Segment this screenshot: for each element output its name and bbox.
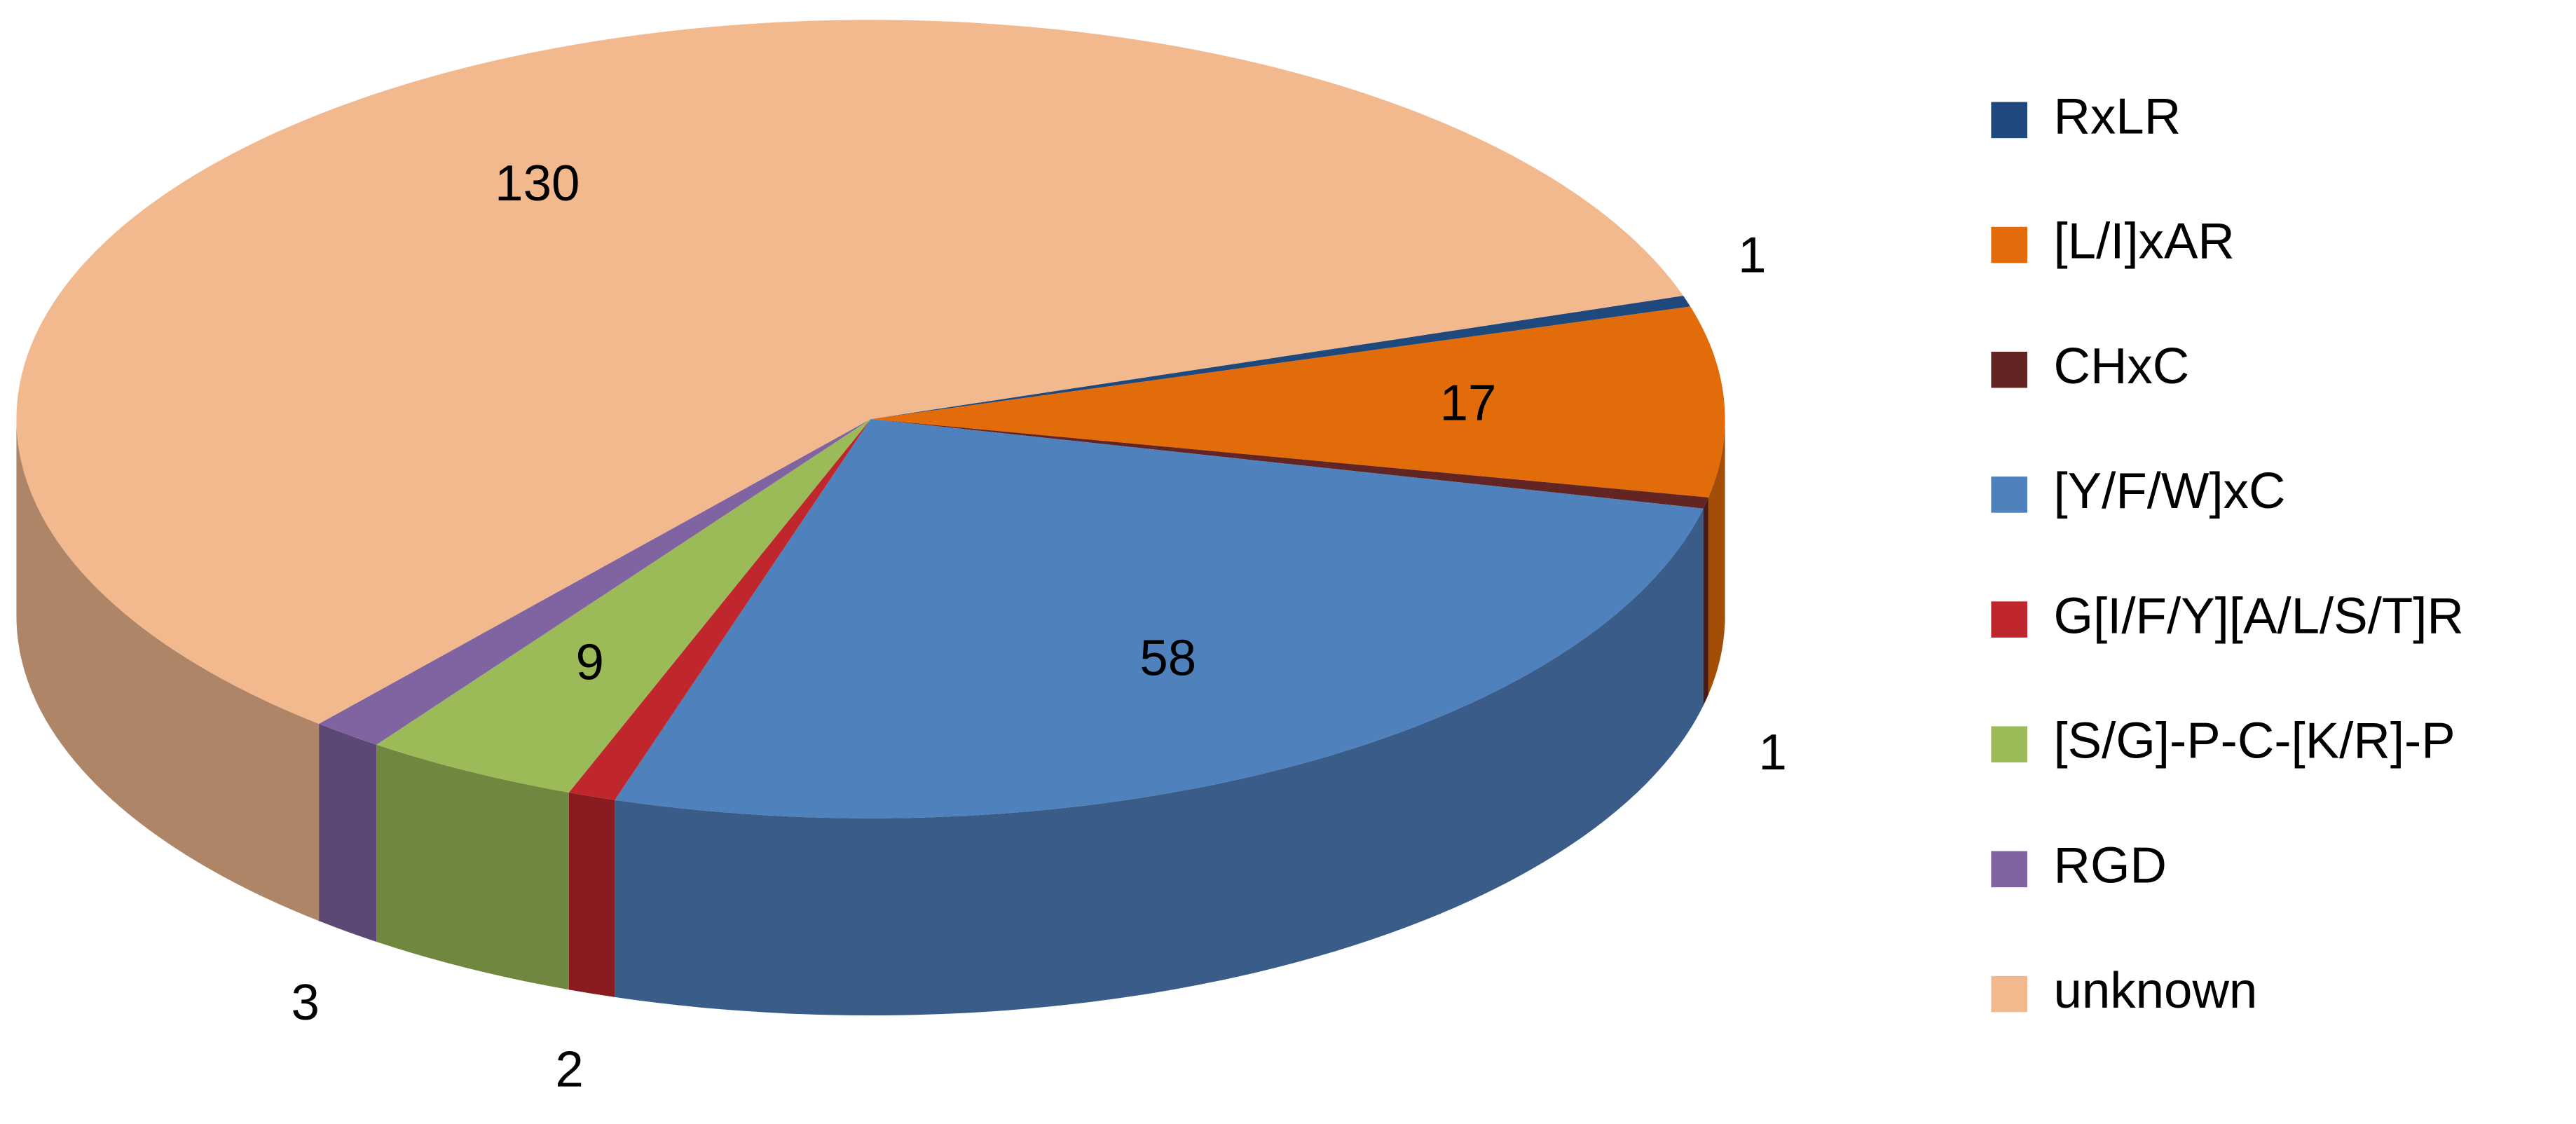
legend-swatch xyxy=(1991,102,2027,139)
legend-label: G[I/F/Y][A/L/S/T]R xyxy=(2053,587,2463,644)
slice xyxy=(568,419,871,800)
legend-swatch xyxy=(1991,477,2027,513)
data-label: 2 xyxy=(555,1041,583,1097)
slice xyxy=(870,295,1691,420)
legend-swatch xyxy=(1991,226,2027,263)
data-labels: 1 17 1 58 2 9 3 130 xyxy=(292,155,1787,1097)
legend-swatch xyxy=(1991,726,2027,763)
slice-side xyxy=(376,744,569,990)
legend-swatch xyxy=(1991,975,2027,1013)
slice-side xyxy=(1708,419,1725,695)
legend-label: [S/G]-P-C-[K/R]-P xyxy=(2053,712,2455,769)
slice xyxy=(376,419,871,793)
legend-label: RxLR xyxy=(2053,88,2181,145)
slice-side xyxy=(568,792,615,997)
pie-tops xyxy=(16,20,1725,818)
legend: RxLR [L/I]xAR CHxC [Y/F/W]xC G[I/F/Y][A/L/S/… xyxy=(1991,88,2464,1019)
slice xyxy=(16,20,1683,724)
slice xyxy=(870,419,1708,509)
legend-swatch xyxy=(1991,851,2027,888)
legend-label: [L/I]xAR xyxy=(2053,213,2234,270)
slice-side xyxy=(319,723,377,943)
data-label: 9 xyxy=(575,633,603,690)
data-label: 1 xyxy=(1738,227,1766,284)
data-label: 17 xyxy=(1440,375,1497,432)
slice-side xyxy=(16,419,320,921)
slice-side xyxy=(615,508,1704,1016)
data-label: 3 xyxy=(292,974,320,1031)
data-label: 58 xyxy=(1139,629,1196,686)
slice xyxy=(319,419,871,745)
pie-sides xyxy=(16,419,1725,1016)
legend-label: RGD xyxy=(2053,837,2166,894)
data-label: 130 xyxy=(495,155,580,212)
slice xyxy=(870,306,1725,498)
legend-label: CHxC xyxy=(2053,338,2189,395)
slice-side xyxy=(1703,497,1708,706)
data-label: 1 xyxy=(1758,724,1786,781)
legend-label: unknown xyxy=(2053,962,2257,1019)
legend-swatch xyxy=(1991,351,2027,388)
slice xyxy=(615,419,1704,818)
legend-swatch xyxy=(1991,601,2027,638)
legend-label: [Y/F/W]xC xyxy=(2053,462,2285,519)
